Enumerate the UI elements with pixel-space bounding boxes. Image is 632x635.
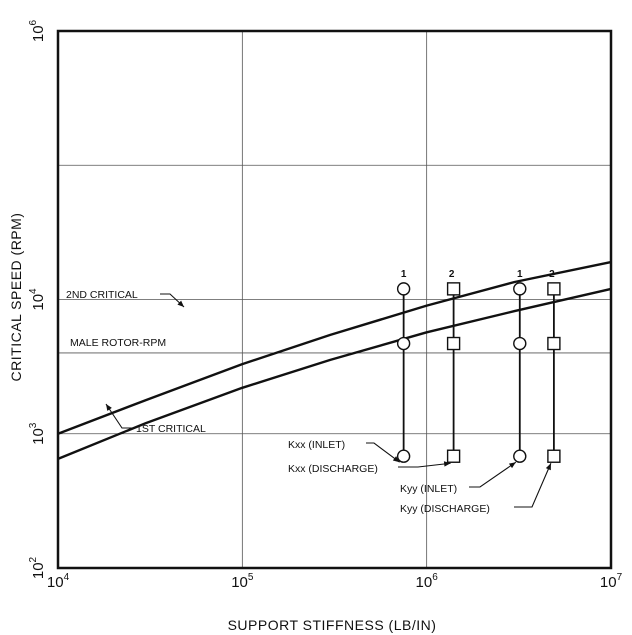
label-1st-critical: 1ST CRITICAL [136, 423, 206, 435]
column-top-label: 1 [401, 269, 407, 280]
leader-1st-critical-arrowhead [106, 404, 112, 411]
leader-kyy-discharge [514, 463, 552, 508]
series-1st-critical-line [57, 287, 612, 461]
label-kxx-inlet: Kxx (INLET) [288, 439, 345, 451]
circle-marker [513, 282, 527, 296]
label-kxx-discharge: Kxx (DISCHARGE) [288, 463, 378, 475]
square-marker [446, 336, 461, 351]
plot-frame [56, 29, 613, 570]
square-marker [446, 282, 461, 296]
x-tick-label: 107 [600, 572, 623, 591]
leader-kyy-inlet [469, 461, 517, 488]
leader-kxx-discharge [398, 462, 451, 468]
leader-kxx-inlet [366, 442, 400, 463]
leader-kyy-discharge-arrowhead [545, 463, 551, 471]
leader-kxx-discharge-arrowhead [443, 461, 451, 467]
series-2nd-critical-line [57, 260, 612, 435]
annotations-group: MALE ROTOR-RPM 2ND CRITICAL 1ST CRITICAL Kx… [66, 289, 552, 515]
x-tick-label: 106 [416, 572, 439, 591]
y-tick-label: 102 [28, 556, 47, 579]
square-marker [547, 336, 561, 351]
series-group [57, 260, 612, 461]
y-tick-label: 106 [28, 19, 47, 42]
column-top-label: 2 [549, 269, 555, 280]
y-tick-label: 103 [28, 422, 47, 445]
x-axis-label: SUPPORT STIFFNESS (LB/IN) [228, 617, 437, 633]
circle-marker [396, 449, 411, 463]
square-marker [446, 449, 461, 463]
leader-2nd-critical-arrowhead [177, 300, 184, 307]
x-tick-label: 104 [47, 572, 70, 591]
reference-label-male-rotor-rpm: MALE ROTOR-RPM [70, 337, 166, 349]
circle-marker [513, 449, 527, 463]
label-2nd-critical: 2ND CRITICAL [66, 289, 138, 301]
label-kyy-discharge: Kyy (DISCHARGE) [400, 503, 490, 515]
label-kyy-inlet: Kyy (INLET) [400, 483, 457, 495]
square-marker [547, 282, 561, 296]
stiffness-columns: 1 2 1 2 [396, 269, 561, 463]
leader-kxx-inlet-arrowhead [392, 456, 400, 463]
leader-kyy-inlet-arrowhead [508, 462, 516, 469]
circle-marker [396, 336, 411, 351]
column-top-label: 1 [517, 269, 523, 280]
circle-marker [513, 336, 527, 351]
y-axis-label: CRITICAL SPEED (RPM) [8, 213, 24, 382]
square-marker [547, 449, 561, 463]
leader-1st-critical [105, 403, 132, 429]
circle-marker [396, 282, 411, 296]
x-tick-label: 105 [231, 572, 254, 591]
grid-lines [57, 30, 612, 569]
column-top-label: 2 [449, 269, 455, 280]
y-tick-label: 104 [28, 288, 47, 311]
tick-labels: 104 105 106 107 102 103 104 106 [28, 19, 623, 591]
